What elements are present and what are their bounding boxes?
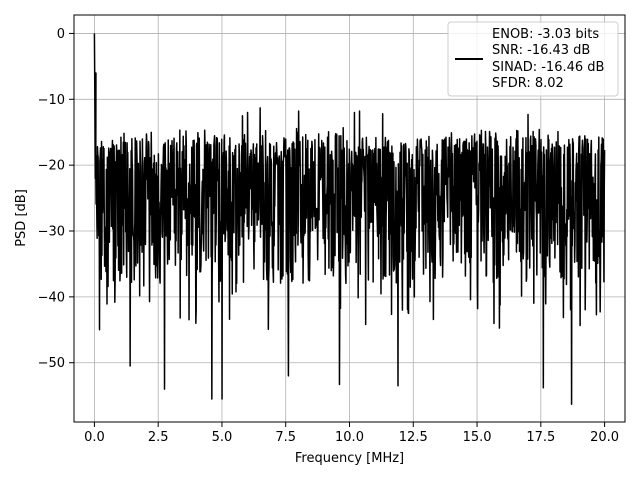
x-tick-label: 12.5 [399,430,428,445]
x-axis-label: Frequency [MHz] [295,451,404,466]
y-tick-label: −30 [38,225,65,240]
ticks: 0.0 2.5 5.0 7.5 10.0 12.5 15.0 17.5 20.0 0 −10 −20 −… [38,27,620,445]
x-tick-label: 2.5 [148,430,169,445]
y-tick-label: −50 [38,356,65,371]
x-tick-label: 20.0 [590,430,619,445]
legend-sfdr: SFDR: 8.02 [492,76,564,91]
y-axis-label: PSD [dB] [14,189,29,247]
x-tick-label: 7.5 [275,430,296,445]
x-tick-label: 15.0 [463,430,492,445]
legend-box [447,21,619,97]
x-tick-label: 10.0 [335,430,364,445]
x-tick-label: 0.0 [84,430,105,445]
psd-series-line [93,33,606,405]
x-tick-label: 17.5 [526,430,555,445]
legend-enob: ENOB: -3.03 bits [492,27,599,42]
series-layer [93,33,606,405]
legend-sinad: SINAD: -16.46 dB [492,60,604,75]
x-tick-label: 5.0 [212,430,233,445]
y-tick-label: −20 [38,159,65,174]
y-tick-label: 0 [57,27,65,42]
y-tick-label: −40 [38,290,65,305]
legend-snr: SNR: -16.43 dB [492,43,590,58]
y-tick-label: −10 [38,93,65,108]
legend: ENOB: -3.03 bits SNR: -16.43 dB SINAD: -… [447,21,619,97]
